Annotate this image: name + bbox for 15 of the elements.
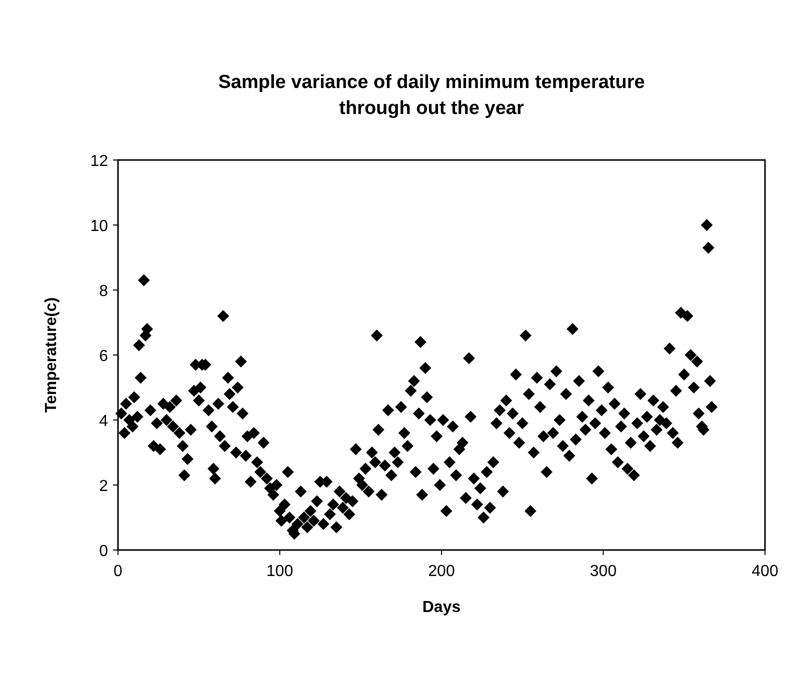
- x-tick-label: 200: [428, 563, 455, 580]
- y-tick-label: 6: [99, 348, 108, 365]
- chart-title: Sample variance of daily minimum temperature through out the year: [218, 72, 645, 119]
- y-tick-label: 0: [99, 543, 108, 560]
- x-tick-label: 300: [590, 563, 617, 580]
- y-tick-label: 8: [99, 283, 108, 300]
- y-tick-label: 4: [99, 413, 108, 430]
- x-tick-label: 100: [266, 563, 294, 580]
- y-tick-label: 2: [99, 478, 108, 495]
- x-axis-title: Days: [422, 599, 461, 616]
- x-tick-label: 0: [114, 563, 123, 580]
- y-tick-label: 10: [90, 218, 108, 235]
- y-axis-title: Temperature(c): [43, 297, 60, 413]
- x-tick-label: 400: [752, 563, 778, 580]
- y-tick-label: 12: [90, 153, 108, 170]
